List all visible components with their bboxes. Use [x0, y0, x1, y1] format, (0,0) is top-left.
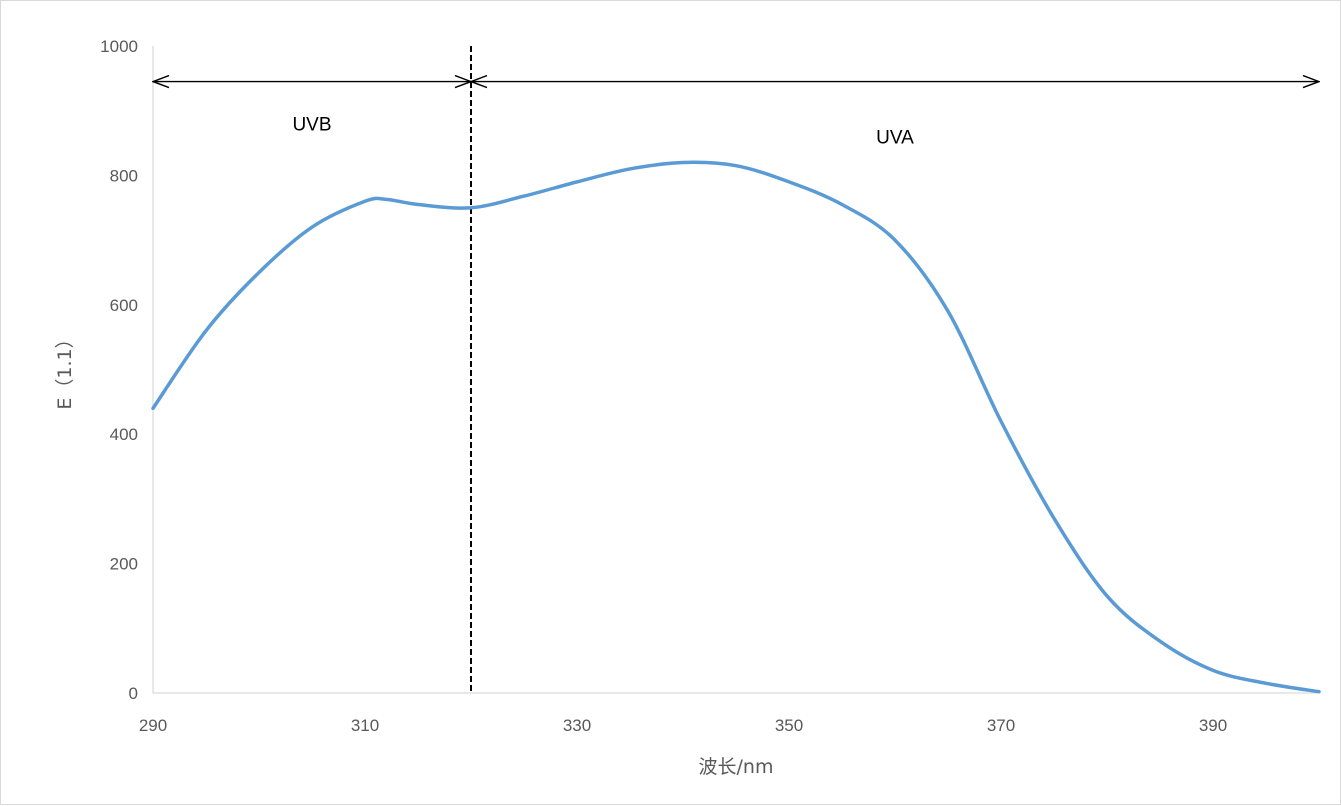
- y-tick-label: 600: [110, 296, 138, 315]
- y-tick-label: 800: [110, 166, 138, 185]
- region-label-uva: UVA: [876, 128, 914, 149]
- y-tick-label: 0: [129, 684, 138, 703]
- x-tick-label: 370: [987, 716, 1015, 735]
- x-tick-label: 390: [1199, 716, 1227, 735]
- series-line: [151, 160, 1321, 694]
- y-tick-label: 1000: [100, 37, 138, 56]
- x-tick-label: 330: [563, 716, 591, 735]
- y-tick-labels: 0 200 400 600 800 1000: [100, 37, 138, 703]
- y-tick-label: 200: [110, 555, 138, 574]
- region-arrows: UVB UVA: [153, 82, 1319, 149]
- x-tick-label: 350: [775, 716, 803, 735]
- x-tick-label: 310: [351, 716, 379, 735]
- region-label-uvb: UVB: [292, 115, 331, 136]
- x-tick-labels: 290 310 330 350 370 390: [139, 716, 1227, 735]
- x-tick-label: 290: [139, 716, 167, 735]
- y-axis-title: E（1.1）: [54, 329, 76, 409]
- series-layer: [151, 160, 1321, 694]
- y-tick-label: 400: [110, 425, 138, 444]
- x-axis-title: 波长/nm: [699, 756, 774, 778]
